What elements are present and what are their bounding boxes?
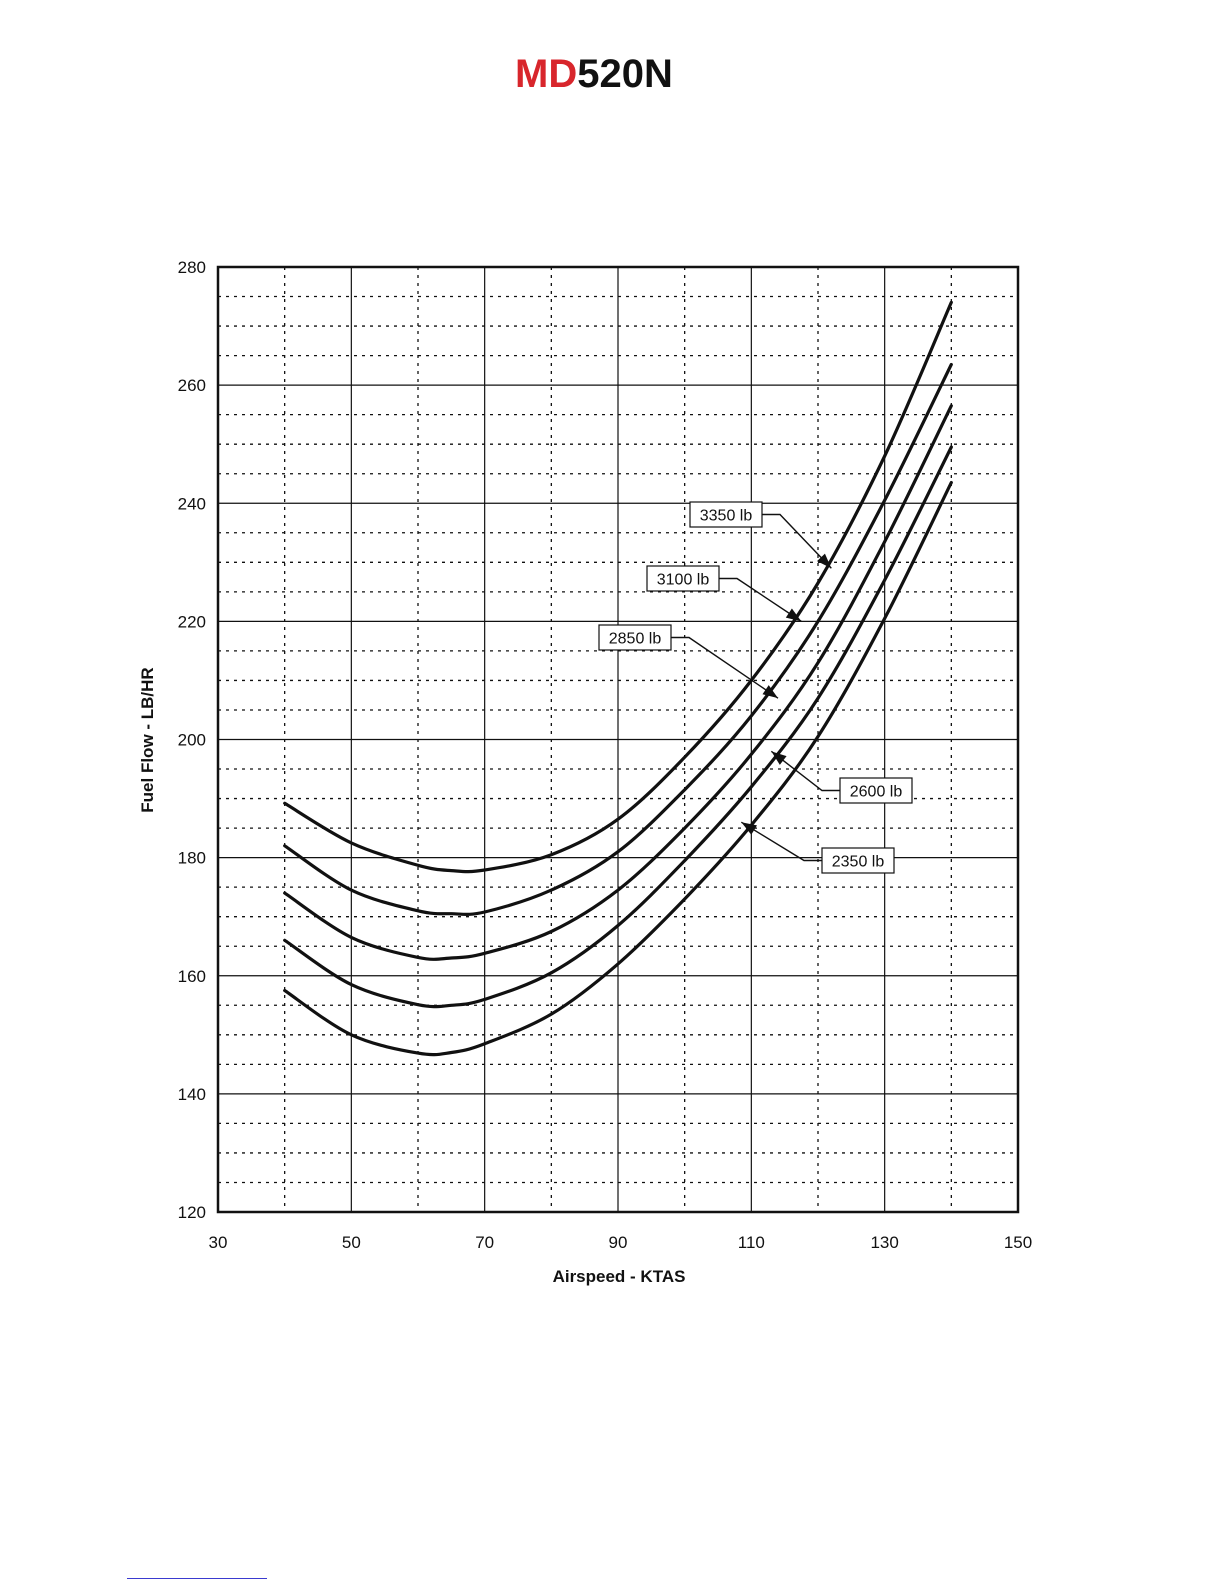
- callout-2850-lb: 2850 lb: [598, 624, 779, 699]
- callout-box: [689, 501, 763, 528]
- callout-arrowhead: [771, 751, 787, 765]
- callout-label: 2350 lb: [832, 854, 885, 871]
- y-axis-ticks: 120 140 160 180 200 220 240 260 280: [178, 258, 206, 1222]
- md520n-logo: MD520N: [515, 54, 673, 94]
- footer-rule: [127, 1578, 267, 1579]
- callout-box: [646, 565, 720, 592]
- callout-leader: [740, 821, 822, 862]
- callout-2600-lb: 2600 lb: [770, 750, 913, 804]
- callout-arrowhead: [785, 608, 802, 622]
- x-tick-label: 30: [209, 1233, 228, 1252]
- series-line: [283, 481, 953, 1057]
- x-tick-label: 130: [870, 1233, 898, 1252]
- callout-label: 2850 lb: [609, 631, 662, 648]
- x-tick-label: 110: [738, 1233, 765, 1252]
- y-tick-label: 260: [178, 376, 206, 395]
- y-tick-label: 220: [178, 612, 206, 631]
- callout-3350-lb: 3350 lb: [689, 501, 832, 569]
- svg-text:MD520N: MD520N: [515, 54, 673, 94]
- series-lines: [283, 300, 953, 1057]
- callout-2350-lb: 2350 lb: [740, 821, 895, 874]
- series-line: [283, 404, 953, 961]
- series-line: [283, 362, 953, 916]
- callout-arrowhead: [816, 553, 832, 569]
- callout-arrowhead: [741, 822, 757, 835]
- x-axis-title: Airspeed - KTAS: [553, 1267, 686, 1286]
- y-tick-label: 120: [178, 1203, 206, 1222]
- callout-box: [821, 847, 895, 874]
- callouts: 3350 lb 3100 lb 2850 lb 2600 lb 2350 lb: [598, 501, 913, 874]
- callout-leader: [671, 636, 779, 699]
- y-tick-label: 240: [178, 494, 206, 513]
- callout-leader: [719, 577, 802, 622]
- y-tick-label: 280: [178, 258, 206, 277]
- y-tick-label: 180: [178, 849, 206, 868]
- plot-frame: [216, 265, 1020, 1214]
- major-gridlines: [218, 267, 1018, 1212]
- fuel-flow-chart: 120 140 160 180 200 220 240 260 280 30 50 70 90 110 1…: [138, 258, 1033, 1286]
- logo-prefix: MD: [515, 54, 577, 94]
- x-tick-label: 70: [475, 1233, 494, 1252]
- x-tick-label: 50: [342, 1233, 361, 1252]
- callout-leader: [762, 513, 832, 569]
- callout-label: 3100 lb: [657, 572, 710, 589]
- series-line: [283, 445, 953, 1009]
- callout-label: 2600 lb: [850, 784, 903, 801]
- callout-arrowhead: [762, 685, 778, 699]
- x-tick-label: 150: [1004, 1233, 1032, 1252]
- callout-box: [839, 777, 913, 804]
- series-line: [283, 300, 953, 874]
- y-axis-title: Fuel Flow - LB/HR: [138, 667, 157, 812]
- logo-suffix: 520N: [577, 54, 673, 94]
- callout-label: 3350 lb: [700, 508, 753, 525]
- callout-leader: [770, 750, 840, 792]
- callout-3100-lb: 3100 lb: [646, 565, 802, 622]
- x-tick-label: 90: [609, 1233, 628, 1252]
- y-tick-label: 200: [178, 731, 206, 750]
- y-tick-label: 160: [178, 967, 206, 986]
- y-tick-label: 140: [178, 1085, 206, 1104]
- callout-box: [598, 624, 672, 651]
- x-axis-ticks: 30 50 70 90 110 130 150: [209, 1233, 1033, 1252]
